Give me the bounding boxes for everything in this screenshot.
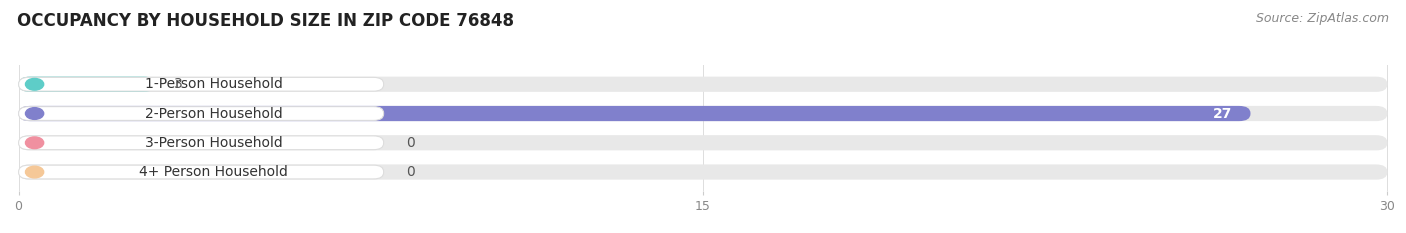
Text: 0: 0 [406,165,415,179]
FancyBboxPatch shape [18,77,384,91]
Text: 3: 3 [174,77,183,91]
Text: 0: 0 [406,136,415,150]
FancyBboxPatch shape [18,164,1388,180]
Circle shape [25,108,44,119]
FancyBboxPatch shape [18,165,384,179]
FancyBboxPatch shape [18,106,1250,121]
Text: OCCUPANCY BY HOUSEHOLD SIZE IN ZIP CODE 76848: OCCUPANCY BY HOUSEHOLD SIZE IN ZIP CODE … [17,12,513,30]
Circle shape [25,79,44,90]
Text: Source: ZipAtlas.com: Source: ZipAtlas.com [1256,12,1389,25]
FancyBboxPatch shape [18,136,384,150]
FancyBboxPatch shape [18,107,384,120]
FancyBboxPatch shape [18,77,1388,92]
Text: 3-Person Household: 3-Person Household [145,136,283,150]
Text: 2-Person Household: 2-Person Household [145,106,283,120]
Text: 1-Person Household: 1-Person Household [145,77,283,91]
FancyBboxPatch shape [18,77,156,92]
Text: 27: 27 [1213,106,1232,120]
FancyBboxPatch shape [18,135,1388,150]
Text: 4+ Person Household: 4+ Person Household [139,165,288,179]
Circle shape [25,137,44,149]
Circle shape [25,166,44,178]
FancyBboxPatch shape [18,106,1388,121]
